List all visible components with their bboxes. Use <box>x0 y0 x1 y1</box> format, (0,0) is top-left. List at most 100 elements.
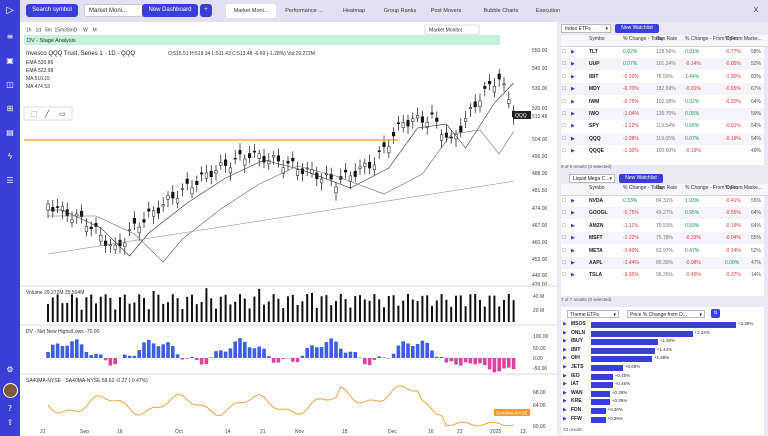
checkbox[interactable]: ☐ <box>562 260 567 266</box>
checkbox[interactable]: ☐ <box>562 235 567 242</box>
sort-toggle-button[interactable]: ⇅ <box>711 309 720 318</box>
search-symbol-button[interactable]: Search symbol <box>26 4 78 17</box>
stack-icon[interactable]: ▤ <box>6 128 14 137</box>
tab-bubble-charts[interactable]: Bubble Charts <box>483 8 519 14</box>
new-dashboard-button[interactable]: New Dashboard <box>142 4 198 17</box>
sort-selector[interactable]: Price % Change from O... ▾ <box>627 310 705 318</box>
col-change[interactable]: % Change - Today <box>623 185 665 191</box>
timeframe-button[interactable]: 1h <box>26 28 32 34</box>
settings-icon[interactable]: ⚙ <box>6 365 14 374</box>
row-play-icon[interactable]: ▶ <box>571 98 575 105</box>
row-play-icon[interactable]: ▶ <box>571 222 575 229</box>
tab-heatmap[interactable]: Heatmap <box>342 8 366 14</box>
theme-row[interactable]: ▶ IBIT +1.44% <box>561 347 764 355</box>
tab-market-monitor[interactable]: Market Moni... <box>226 4 276 18</box>
bars-icon[interactable]: ☰ <box>6 176 14 185</box>
checkbox[interactable]: ☐ <box>562 123 567 130</box>
table-row[interactable]: ☐ ▶ TSLA -3.35% 95.35% -0.45% -0.37% 14% <box>561 269 764 281</box>
row-play-icon[interactable]: ▶ <box>571 49 575 55</box>
col-symbol[interactable]: Symbo <box>589 185 605 191</box>
row-play-icon[interactable]: ▶ <box>563 381 567 388</box>
tab-performance[interactable]: Performance ... <box>285 8 323 14</box>
row-play-icon[interactable]: ▶ <box>563 329 567 336</box>
timeframe-button[interactable]: W <box>83 28 88 34</box>
row-play-icon[interactable]: ▶ <box>563 321 567 327</box>
table-row[interactable]: ☐ ▶ QQQE -1.30% 100.00% -0.19% 49% <box>561 145 764 157</box>
help-icon[interactable]: ? <box>7 404 13 413</box>
checkbox[interactable]: ☐ <box>562 198 567 204</box>
monitor-icon[interactable]: ▣ <box>6 56 14 65</box>
col-from-market[interactable]: % From Marke... <box>725 185 762 191</box>
theme-row[interactable]: ▶ OIH +1.38% <box>561 355 764 363</box>
theme-row[interactable]: ▶ JETS +0.69% <box>561 364 764 372</box>
col-from-open[interactable]: % Change - From Open <box>685 185 739 191</box>
table-row[interactable]: ☐ ▶ MSFT -1.22% 75.78% -0.33% -0.04% 55% <box>561 232 764 245</box>
timeframe-button[interactable]: 15m <box>55 28 65 34</box>
row-play-icon[interactable]: ▶ <box>571 123 575 130</box>
close-icon[interactable]: X <box>753 7 759 14</box>
checkbox[interactable]: ☐ <box>562 111 567 117</box>
col-run-rate[interactable]: Run Rate <box>656 36 678 42</box>
grid-icon[interactable]: ⊞ <box>6 104 14 113</box>
theme-row[interactable]: ▶ FDN +0.30% <box>561 407 764 415</box>
table-row[interactable]: ☐ ▶ SPY -1.12% 119.54% 0.66% -0.01% 54% <box>561 120 764 132</box>
checkbox[interactable]: ☐ <box>562 272 567 279</box>
row-play-icon[interactable]: ▶ <box>571 86 575 93</box>
row-play-icon[interactable]: ▶ <box>571 260 575 266</box>
theme-row[interactable]: ▶ WAN +0.39% <box>561 390 764 398</box>
row-play-icon[interactable]: ▶ <box>563 407 567 413</box>
table-row[interactable]: ☐ ▶ TLT 0.82% 128.56% 0.91% -0.77% 58% <box>561 46 764 58</box>
theme-row[interactable]: ▶ IEO +0.45% <box>561 373 764 381</box>
tab-execution[interactable]: Execution <box>535 8 561 14</box>
theme-row[interactable]: ▶ ONLN +2.34% <box>561 330 764 338</box>
checkbox[interactable]: ☐ <box>562 98 567 105</box>
row-play-icon[interactable]: ▶ <box>563 389 567 396</box>
row-play-icon[interactable]: ▶ <box>563 338 567 345</box>
menu-icon[interactable]: ≡ <box>6 32 14 41</box>
theme-row[interactable]: ▶ FFW +0.29% <box>561 416 764 424</box>
row-play-icon[interactable]: ▶ <box>571 210 575 217</box>
share-icon[interactable]: ⇪ <box>6 418 14 427</box>
checkbox[interactable]: ☐ <box>562 49 567 55</box>
row-play-icon[interactable]: ▶ <box>563 355 567 362</box>
watchlist-selector[interactable]: Index ETFs ▾ <box>561 24 611 33</box>
col-from-market[interactable]: % From Marke... <box>725 36 762 42</box>
checkbox[interactable]: ☐ <box>562 210 567 217</box>
timeframe-button[interactable]: M <box>93 28 97 34</box>
table-row[interactable]: ☐ ▶ QQQ -1.28% 119.05% 0.07% -0.19% 54% <box>561 132 764 145</box>
theme-row[interactable]: ▶ IAT +0.46% <box>561 381 764 389</box>
checkbox[interactable]: ☐ <box>562 135 567 142</box>
theme-row[interactable]: ▶ KRE +0.39% <box>561 398 764 406</box>
checkbox[interactable]: ☐ <box>562 222 567 229</box>
row-play-icon[interactable]: ▶ <box>571 61 575 68</box>
price-chart[interactable]: 1h 1d 5m 15m 30m D W M DV - Stage Analysis Mark… <box>20 22 557 436</box>
new-watchlist-button[interactable]: New Watchlist <box>619 174 663 183</box>
tab-group-ranks[interactable]: Group Ranks <box>383 8 417 14</box>
checkbox[interactable]: ☐ <box>562 148 567 155</box>
table-row[interactable]: ☐ ▶ AAPL -1.44% 80.39% -0.08% 0.08% 47% <box>561 257 764 269</box>
row-play-icon[interactable]: ▶ <box>563 415 567 422</box>
watchlist-selector[interactable]: Liquid Mega C... ▾ <box>569 174 615 183</box>
table-row[interactable]: ☐ ▶ UUP 0.07% 101.24% -0.14% -0.05% 52% <box>561 58 764 71</box>
table-row[interactable]: ☐ ▶ IWO -1.04% 126.70% 0.05% 59% <box>561 108 764 120</box>
add-button[interactable]: + <box>200 4 212 17</box>
table-row[interactable]: ☐ ▶ AMZN -1.11% 79.53% 0.59% -0.19% 64% <box>561 220 764 232</box>
col-from-open[interactable]: % Change - From Open <box>685 36 739 42</box>
theme-selector[interactable]: Theme ETFs ▾ <box>567 310 619 318</box>
col-change[interactable]: % Change - Today <box>623 36 665 42</box>
row-play-icon[interactable]: ▶ <box>571 73 575 80</box>
row-play-icon[interactable]: ▶ <box>571 148 575 155</box>
table-row[interactable]: ☐ ▶ IWM -0.75% 102.98% 0.02% -0.20% 64% <box>561 96 764 108</box>
row-play-icon[interactable]: ▶ <box>571 235 575 242</box>
row-play-icon[interactable]: ▶ <box>571 111 575 117</box>
col-symbol[interactable]: Symbo <box>589 36 605 42</box>
tab-post-movers[interactable]: Post Movers <box>430 8 462 14</box>
checkbox[interactable]: ☐ <box>562 61 567 68</box>
checkbox[interactable]: ☐ <box>562 247 567 254</box>
checkbox[interactable]: ☐ <box>562 86 567 93</box>
chart-icon[interactable]: ◫ <box>6 80 14 89</box>
chart-panel[interactable]: 1h 1d 5m 15m 30m D W M DV - Stage Analysis Mark… <box>20 22 557 436</box>
row-play-icon[interactable]: ▶ <box>563 346 567 353</box>
row-play-icon[interactable]: ▶ <box>563 398 567 405</box>
timeframe-button[interactable]: 5m <box>45 28 52 34</box>
